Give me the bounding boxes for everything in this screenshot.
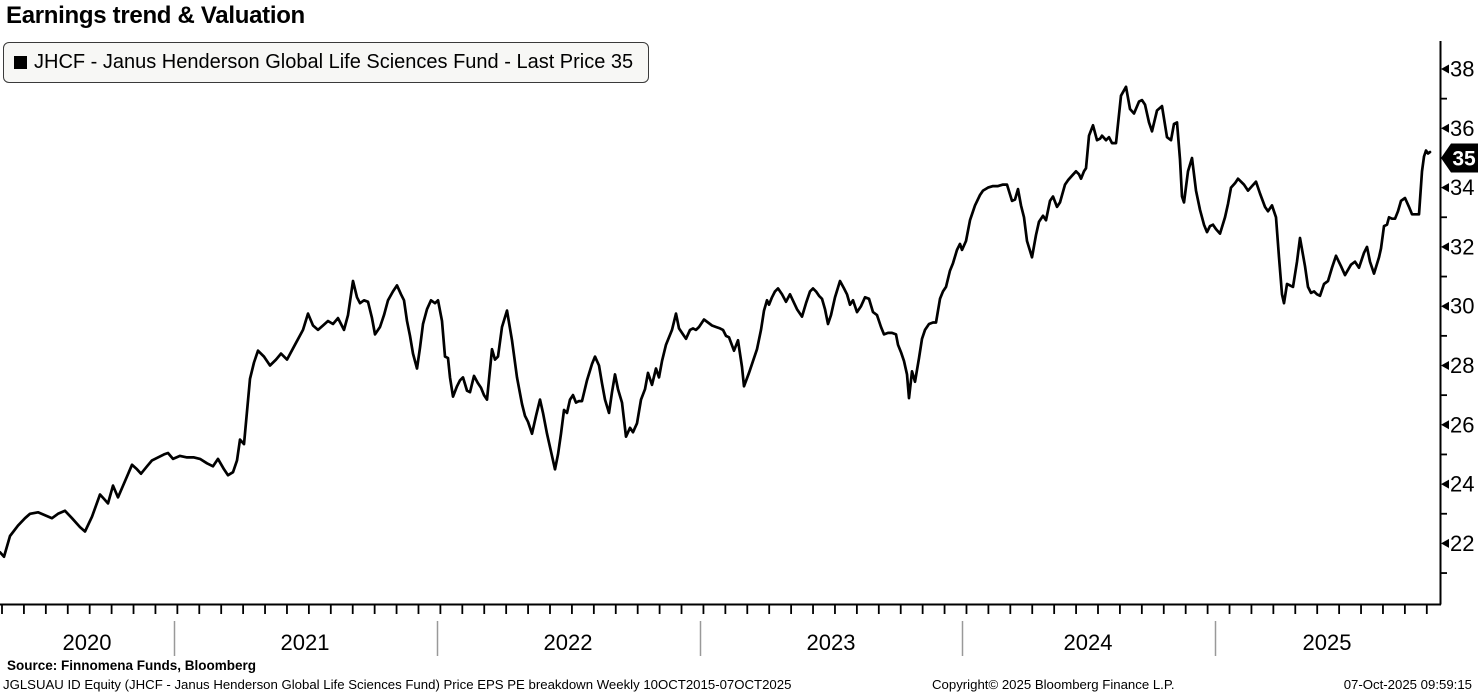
series-marker-icon [14,56,27,69]
year-label: 2020 [63,630,112,655]
timestamp-text: 07-Oct-2025 09:59:15 [1343,677,1472,692]
year-label: 2021 [281,630,330,655]
last-price-badge [1441,143,1478,173]
page-title: Earnings trend & Valuation [6,2,305,29]
legend-box[interactable]: JHCF - Janus Henderson Global Life Scien… [3,42,649,83]
legend-label: JHCF - Janus Henderson Global Life Scien… [34,51,634,73]
y-axis-label: 28 [1450,353,1474,378]
last-price-badge-value: 35 [1452,147,1476,170]
y-axis-major-tick [1441,479,1449,489]
y-axis-major-tick [1441,301,1449,311]
year-label: 2023 [807,630,856,655]
y-axis-major-tick [1441,420,1449,430]
y-axis-major-tick [1441,242,1449,252]
y-axis-label: 24 [1450,472,1474,497]
price-line [0,85,1432,559]
y-axis-major-tick [1441,361,1449,370]
y-axis-label: 34 [1450,175,1474,200]
year-label: 2022 [544,630,593,655]
copyright-text: Copyright© 2025 Bloomberg Finance L.P. [932,677,1175,692]
y-axis-major-tick [1441,183,1449,193]
chart-description-text: JGLSUAU ID Equity (JHCF - Janus Henderso… [3,677,792,692]
y-axis-label: 30 [1450,294,1474,319]
y-axis-label: 26 [1450,412,1474,437]
y-axis-major-tick [1441,538,1449,548]
y-axis-major-tick [1441,64,1449,74]
y-axis-label: 36 [1450,116,1474,141]
y-axis-major-tick [1441,123,1449,133]
source-text: Source: Finnomena Funds, Bloomberg [7,658,257,673]
year-label: 2024 [1064,630,1113,655]
y-axis-label: 22 [1450,531,1474,556]
year-label: 2025 [1303,630,1352,655]
y-axis-label: 38 [1450,57,1474,82]
y-axis-label: 32 [1450,234,1474,259]
